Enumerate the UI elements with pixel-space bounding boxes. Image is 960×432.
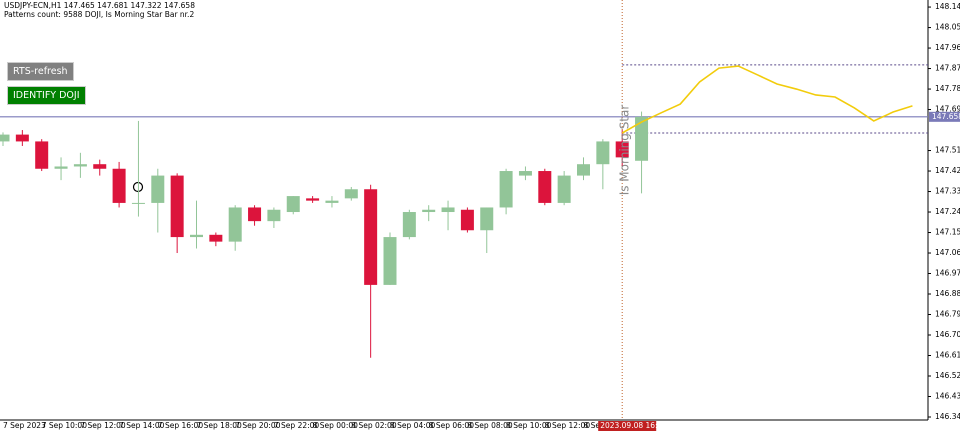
crosshair-label: 2023.09.08 16:00 xyxy=(600,421,667,430)
candle-body xyxy=(170,175,184,238)
forecast-line xyxy=(621,65,913,134)
y-tick-label: 147.150 xyxy=(935,228,960,237)
x-tick-label: 7 Sep 12:00 xyxy=(80,421,126,430)
crosshair-label-box xyxy=(598,421,657,431)
x-tick-label: 7 Sep 16:00 xyxy=(158,421,204,430)
status-text: Patterns count: 9588 DOJI, Is Morning St… xyxy=(4,10,194,19)
y-tick-label: 146.610 xyxy=(935,351,960,360)
y-tick-label: 147.330 xyxy=(935,187,960,196)
y-tick-label: 146.790 xyxy=(935,310,960,319)
x-tick-label: 7 Sep 2023 xyxy=(3,421,46,430)
y-tick-label: 147.420 xyxy=(935,166,960,175)
candle-body xyxy=(286,196,300,213)
symbol-info: USDJPY-ECN,H1 147.465 147.681 147.322 14… xyxy=(4,1,195,10)
x-tick-label: 8 Sep 04:00 xyxy=(390,421,436,430)
candle-body xyxy=(306,198,320,201)
candle-body xyxy=(112,168,126,203)
candle-body xyxy=(422,209,436,213)
x-tick-label: 8 Sep 08:00 xyxy=(467,421,513,430)
pattern-annotation: Is Morning Star xyxy=(618,105,632,196)
y-tick-label: 146.340 xyxy=(935,412,960,421)
candle-body xyxy=(0,134,10,142)
y-tick-label: 146.520 xyxy=(935,371,960,380)
candle-body xyxy=(460,209,474,231)
y-tick-label: 147.780 xyxy=(935,84,960,93)
y-tick-label: 147.510 xyxy=(935,146,960,155)
rts-refresh-button[interactable]: RTS-refresh xyxy=(7,62,74,81)
candle-body xyxy=(325,200,339,203)
y-tick-label: 146.700 xyxy=(935,330,960,339)
candle-body xyxy=(131,202,145,204)
candle-body xyxy=(635,116,649,161)
candle-body xyxy=(499,171,513,208)
candle-body xyxy=(73,164,87,167)
y-tick-label: 148.050 xyxy=(935,23,960,32)
candle-body xyxy=(344,189,358,199)
y-tick-label: 146.970 xyxy=(935,269,960,278)
x-tick-label: 7 Sep 10:00 xyxy=(42,421,88,430)
candle-body xyxy=(248,207,262,222)
candle-body xyxy=(615,141,629,158)
candle-body xyxy=(209,234,223,242)
candle-body xyxy=(402,212,416,238)
candle-body xyxy=(93,164,107,169)
candle-body xyxy=(538,171,552,203)
candle-body xyxy=(267,209,281,222)
y-tick-label: 147.240 xyxy=(935,207,960,216)
candle-body xyxy=(557,175,571,203)
candle-body xyxy=(15,134,29,142)
y-tick-label: 146.430 xyxy=(935,391,960,400)
x-tick-label: 7 Sep 14:00 xyxy=(119,421,165,430)
y-tick-label: 147.960 xyxy=(935,43,960,52)
y-tick-label: 147.690 xyxy=(935,105,960,114)
x-tick-label: 7 Sep 20:00 xyxy=(235,421,281,430)
candle-body xyxy=(190,234,203,238)
x-tick-label: 7 Sep 18:00 xyxy=(197,421,243,430)
x-tick-label: 7 Sep 22:00 xyxy=(274,421,320,430)
candle-body xyxy=(480,207,494,231)
x-tick-label: 8 Sep 02:00 xyxy=(351,421,397,430)
x-tick-label: 8 Sep 10:00 xyxy=(506,421,552,430)
price-label-box xyxy=(929,111,960,122)
y-tick-label: 146.880 xyxy=(935,289,960,298)
candle-body xyxy=(596,141,610,165)
candle-body xyxy=(383,237,397,285)
candle-body xyxy=(151,175,165,203)
y-tick-label: 148.140 xyxy=(935,2,960,11)
candle-body xyxy=(54,166,68,169)
candle-body xyxy=(364,189,378,285)
candle-body xyxy=(518,171,532,176)
x-tick-label: 8 Sep 12:00 xyxy=(545,421,591,430)
y-tick-label: 147.870 xyxy=(935,64,960,73)
identify-doji-button[interactable]: IDENTIFY DOJI xyxy=(7,86,86,105)
candle-body xyxy=(35,141,49,169)
candle-body xyxy=(228,207,242,242)
price-label: 147.658 xyxy=(932,112,960,121)
y-tick-label: 147.060 xyxy=(935,248,960,257)
x-tick-label: 8 Sep 06:00 xyxy=(429,421,475,430)
candle-body xyxy=(441,207,455,213)
x-tick-label: 8 Sep 00:00 xyxy=(313,421,359,430)
candle-body xyxy=(577,164,590,176)
